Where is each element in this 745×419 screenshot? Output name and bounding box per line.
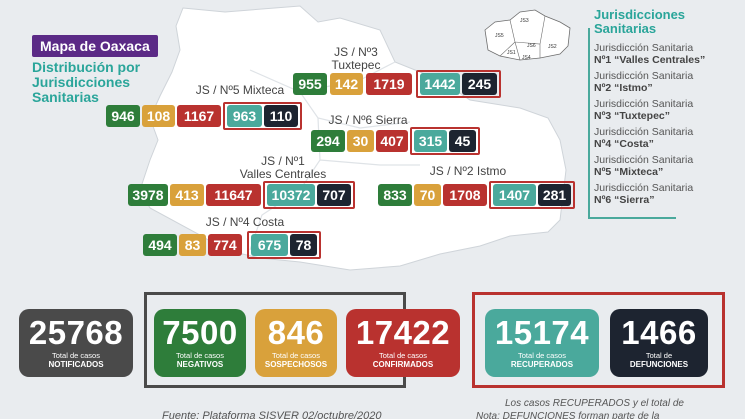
sierra-confirmados: 407	[376, 130, 408, 152]
jurisdiction-label-istmo: JS / Nº2 Istmo	[429, 164, 507, 178]
istmo-negativos: 833	[378, 184, 412, 206]
mini-map-label: JS4	[522, 55, 531, 61]
istmo-defunciones: 281	[538, 184, 571, 206]
tuxtepec-sospechosos: 142	[330, 73, 363, 95]
tuxtepec-recuperados: 1442	[420, 73, 460, 95]
legend-list: Jurisdicción Sanitaria Nº1 “Valles Centra…	[594, 42, 742, 210]
sierra-defunciones: 45	[449, 130, 476, 152]
legend-item: Jurisdicción Sanitaria Nº5 “Mixteca”	[594, 154, 694, 178]
mixteca-frame	[223, 102, 302, 130]
totals-group-red	[472, 292, 725, 388]
sierra-negativos: 294	[311, 130, 345, 152]
valles-recuperados: 10372	[267, 184, 315, 206]
costa-sospechosos: 83	[179, 234, 206, 256]
mixteca-sospechosos: 108	[142, 105, 175, 127]
mini-map	[484, 9, 571, 61]
total-negativos-card: 7500 Total de casos NEGATIVOS	[154, 309, 246, 377]
sierra-sospechosos: 30	[347, 130, 374, 152]
legend-title: Jurisdicciones Sanitarias	[594, 7, 686, 36]
jurisdiction-label-valles: JS / Nº1 Valles Centrales	[239, 154, 327, 181]
mini-map-label: JS6	[527, 43, 536, 49]
total-recuperados-card: 15174 Total de casos RECUPERADOS	[485, 309, 599, 377]
tuxtepec-negativos: 955	[293, 73, 327, 95]
istmo-confirmados: 1708	[443, 184, 487, 206]
legend-divider	[588, 217, 676, 219]
footer-note-line1: Los casos RECUPERADOS y el total de	[505, 398, 684, 409]
valles-frame	[263, 181, 355, 209]
jurisdiction-border	[249, 61, 420, 251]
total-confirmados-card: 17422 Total de casos CONFIRMADOS	[346, 309, 460, 377]
mixteca-negativos: 946	[106, 105, 140, 127]
total-sospechosos-card: 846 Total de casos SOSPECHOSOS	[255, 309, 337, 377]
sierra-frame	[410, 127, 480, 155]
mixteca-confirmados: 1167	[177, 105, 221, 127]
mini-map-label: JS5	[495, 33, 504, 39]
total-defunciones-card: 1466 Total de DEFUNCIONES	[610, 309, 708, 377]
map-subtitle: Distribución por Jurisdicciones Sanitari…	[32, 59, 141, 105]
jurisdiction-label-tuxtepec: JS / Nº3 Tuxtepec	[331, 45, 381, 72]
costa-recuperados: 675	[251, 234, 288, 256]
mixteca-defunciones: 110	[264, 105, 298, 127]
mini-map-label: JS3	[520, 18, 529, 24]
map-title: Mapa de Oaxaca	[32, 35, 158, 57]
mixteca-recuperados: 963	[227, 105, 262, 127]
valles-confirmados: 11647	[206, 184, 261, 206]
legend-item: Jurisdicción Sanitaria Nº1 “Valles Centra…	[594, 42, 706, 66]
legend-divider	[588, 28, 590, 218]
footer-note-line2: Nota: DEFUNCIONES forman parte de la	[476, 411, 660, 419]
istmo-recuperados: 1407	[493, 184, 536, 206]
costa-negativos: 494	[143, 234, 177, 256]
mini-map-label: JS2	[548, 44, 557, 50]
legend-item: Jurisdicción Sanitaria Nº3 “Tuxtepec”	[594, 98, 694, 122]
costa-confirmados: 774	[208, 234, 242, 256]
jurisdiction-label-sierra: JS / Nº6 Sierra	[328, 113, 408, 127]
mini-map-label: JS1	[507, 50, 516, 56]
jurisdiction-label-costa: JS / Nº4 Costa	[205, 215, 285, 229]
costa-defunciones: 78	[290, 234, 317, 256]
legend-item: Jurisdicción Sanitaria Nº2 “Istmo”	[594, 70, 694, 94]
jurisdiction-label-mixteca: JS / Nº5 Mixteca	[195, 83, 285, 97]
total-notificados-card: 25768 Total de casos NOTIFICADOS	[19, 309, 133, 377]
tuxtepec-confirmados: 1719	[366, 73, 412, 95]
sierra-recuperados: 315	[414, 130, 447, 152]
tuxtepec-frame	[416, 70, 501, 98]
source-note: Fuente: Plataforma SISVER 02/octubre/202…	[162, 410, 382, 419]
valles-negativos: 3978	[128, 184, 168, 206]
tuxtepec-defunciones: 245	[462, 73, 497, 95]
valles-sospechosos: 413	[170, 184, 204, 206]
legend-item: Jurisdicción Sanitaria Nº4 “Costa”	[594, 126, 694, 150]
valles-defunciones: 707	[317, 184, 351, 206]
istmo-frame	[489, 181, 575, 209]
costa-frame	[247, 231, 321, 259]
legend-item: Jurisdicción Sanitaria Nº6 “Sierra”	[594, 182, 694, 206]
istmo-sospechosos: 70	[414, 184, 441, 206]
